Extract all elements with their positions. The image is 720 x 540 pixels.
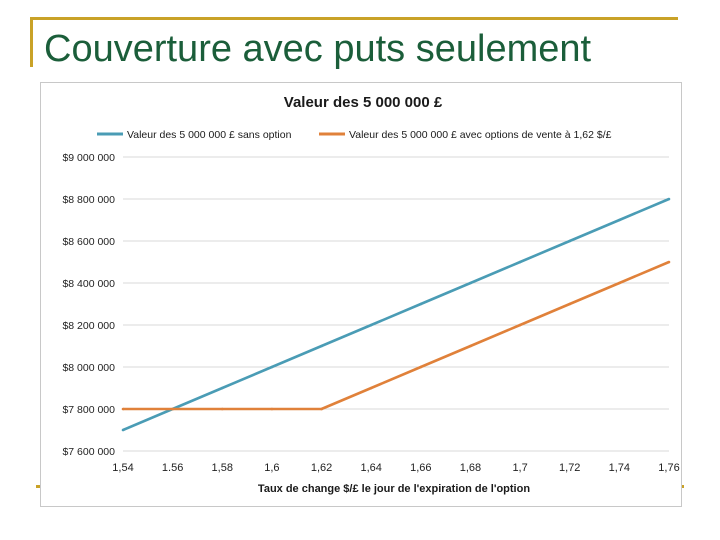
series-2-point <box>369 386 373 390</box>
series-2-point <box>667 260 671 264</box>
series-2-point <box>518 323 522 327</box>
series-group <box>121 197 671 432</box>
series-2-point <box>320 407 323 411</box>
x-tick-label: 1,7 <box>512 462 527 474</box>
chart-title: Valeur des 5 000 000 £ <box>284 94 443 111</box>
grid <box>123 156 669 452</box>
x-tick-label: 1,76 <box>658 462 679 474</box>
chart-frame: Valeur des 5 000 000 £ Valeur des 5 000 … <box>40 82 682 507</box>
slide-title: Couverture avec puts seulement <box>44 28 592 70</box>
series-1-point <box>369 323 373 327</box>
y-tick-label: $7 800 000 <box>62 404 115 416</box>
series-line-2 <box>123 260 670 411</box>
y-axis: $7 600 000 $7 800 000 $8 000 000 $8 200 000… <box>62 152 115 458</box>
series-line-1 <box>122 197 670 432</box>
y-tick-label: $8 600 000 <box>62 236 115 248</box>
y-tick-label: $8 400 000 <box>62 278 115 290</box>
legend: Valeur des 5 000 000 £ sans option Valeur… <box>97 129 612 141</box>
series-1-point <box>667 197 671 201</box>
series-1-point <box>270 365 274 369</box>
series-2-point <box>618 281 621 285</box>
series-2-point <box>270 407 274 411</box>
series-1-point <box>469 281 472 285</box>
series-2-point <box>171 407 174 411</box>
x-tick-label: 1,66 <box>410 462 431 474</box>
x-axis-label: Taux de change $/£ le jour de l'expirati… <box>258 483 530 495</box>
series-1-point <box>419 302 423 306</box>
series-2-point <box>469 344 472 348</box>
x-tick-label: 1,62 <box>311 462 332 474</box>
series-2-point <box>419 365 423 369</box>
series-1-point <box>518 260 522 264</box>
x-tick-label: 1,72 <box>559 462 580 474</box>
legend-label-1: Valeur des 5 000 000 £ sans option <box>127 129 292 141</box>
title-top-rule <box>30 17 678 20</box>
legend-label-2: Valeur des 5 000 000 £ avec options de v… <box>349 129 612 141</box>
y-tick-label: $8 200 000 <box>62 320 115 332</box>
y-tick-label: $8 000 000 <box>62 362 115 374</box>
title-left-rule <box>30 17 33 67</box>
series-1-point <box>220 386 224 390</box>
series-1-point <box>320 344 323 348</box>
series-1-point <box>568 239 572 243</box>
x-tick-label: 1,54 <box>112 462 133 474</box>
line-chart: Valeur des 5 000 000 £ Valeur des 5 000 … <box>62 94 679 495</box>
x-tick-label: 1,6 <box>264 462 279 474</box>
series-1-point <box>618 218 621 222</box>
series-2-point <box>568 302 572 306</box>
x-tick-label: 1.56 <box>162 462 183 474</box>
y-tick-label: $9 000 000 <box>62 152 115 164</box>
series-2-point <box>121 407 125 411</box>
y-tick-label: $8 800 000 <box>62 194 115 206</box>
x-tick-label: 1,68 <box>460 462 481 474</box>
x-tick-label: 1,58 <box>212 462 233 474</box>
x-tick-label: 1,74 <box>609 462 630 474</box>
y-tick-label: $7 600 000 <box>62 446 115 458</box>
series-2-point <box>220 407 224 411</box>
x-axis: 1,54 1.56 1,58 1,6 1,62 1,64 1,66 1,68 1,7 1,72 1,… <box>112 462 679 474</box>
series-1-point <box>121 428 125 432</box>
x-tick-label: 1,64 <box>360 462 381 474</box>
